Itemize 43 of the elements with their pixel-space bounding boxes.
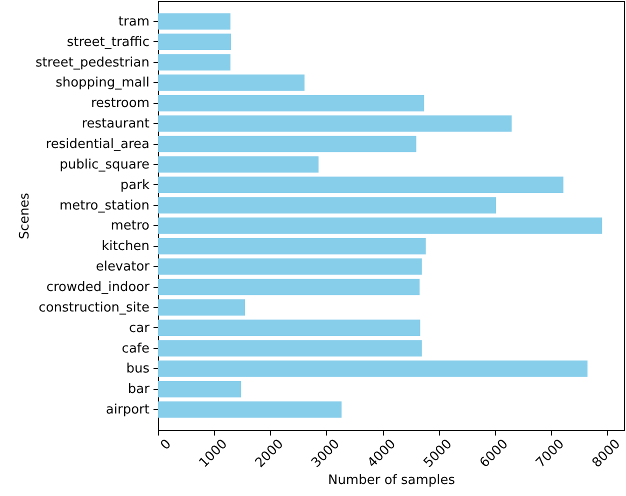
bar: [158, 115, 512, 132]
y-tick-label: street_pedestrian: [35, 55, 150, 70]
y-tick-label: construction_site: [38, 300, 150, 316]
y-tick-label: park: [120, 178, 150, 193]
y-tick-label: residential_area: [46, 137, 150, 152]
bar: [158, 238, 426, 254]
y-tick-label: shopping_mall: [56, 76, 150, 91]
y-tick-label: tram: [118, 14, 150, 30]
bar: [158, 360, 588, 377]
bar: [158, 74, 305, 91]
y-axis-title: Scenes: [17, 192, 32, 240]
y-tick-label: car: [129, 320, 150, 336]
bar: [158, 156, 319, 173]
bar: [158, 197, 496, 214]
bar: [158, 299, 246, 316]
x-tick-label: 0: [158, 436, 174, 454]
y-tick-label: airport: [106, 402, 150, 418]
bar: [158, 278, 420, 296]
y-tick-label: restaurant: [82, 116, 150, 132]
bar: [158, 34, 231, 50]
y-tick-label: kitchen: [102, 239, 150, 254]
bar: [158, 401, 342, 418]
bar: [158, 380, 242, 398]
y-tick-label: metro_station: [59, 198, 150, 214]
bar: [158, 54, 230, 70]
y-tick-label: bus: [126, 362, 150, 377]
bar: [158, 218, 602, 234]
bar: [158, 320, 420, 336]
y-tick-label: public_square: [60, 157, 150, 172]
y-tick-label: metro: [110, 218, 150, 234]
bar: [158, 340, 422, 356]
y-tick-label: bar: [128, 382, 150, 398]
bar: [158, 176, 564, 194]
bar: [158, 13, 230, 30]
bar: [158, 94, 424, 112]
bar: [158, 136, 416, 152]
y-tick-label: restroom: [90, 96, 150, 112]
y-tick-label: elevator: [96, 260, 150, 275]
y-tick-label: street_traffic: [66, 34, 150, 50]
y-tick-label: crowded_indoor: [46, 280, 150, 295]
y-tick-label: cafe: [122, 341, 150, 356]
x-axis-title: Number of samples: [328, 473, 456, 488]
bar: [158, 258, 422, 275]
